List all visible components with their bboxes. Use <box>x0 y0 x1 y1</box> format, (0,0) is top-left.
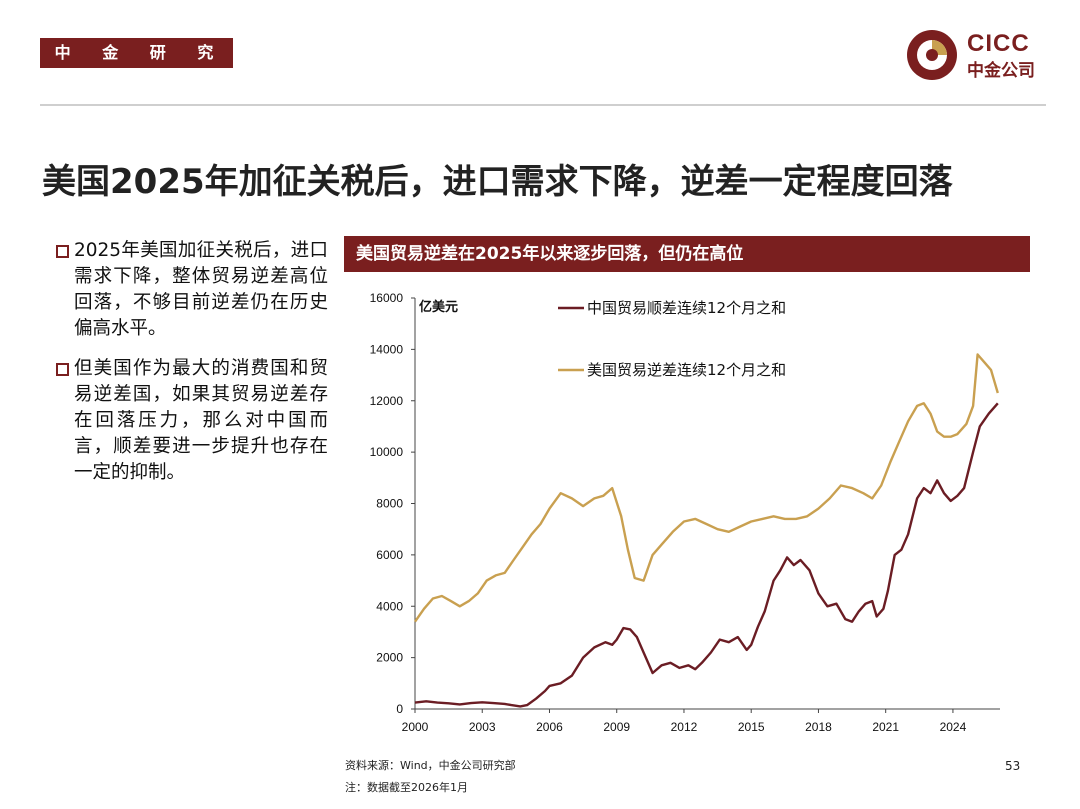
y-axis-unit-label: 亿美元 <box>419 299 458 315</box>
x-tick-label: 2000 <box>402 720 429 734</box>
logo-chinese-text: 中金公司 <box>967 61 1035 81</box>
header-divider <box>40 104 1046 106</box>
us-trade-deficit-line <box>414 353 999 623</box>
bullet-text: 但美国作为最大的消费国和贸易逆差国，如果其贸易逆差存在回落压力，那么对中国而言，… <box>74 358 328 483</box>
y-tick-label: 12000 <box>370 394 404 408</box>
logo-english-text: CICC <box>967 30 1030 57</box>
source-note: 资料来源：Wind，中金公司研究部 <box>345 759 516 772</box>
x-tick-label: 2015 <box>738 720 765 734</box>
cicc-logo: CICC 中金公司 <box>905 28 1055 82</box>
y-tick-label: 4000 <box>376 599 403 613</box>
y-tick-label: 6000 <box>376 548 403 562</box>
bullet-text: 2025年美国加征关税后，进口需求下降，整体贸易逆差高位回落，不够目前逆差仍在历… <box>74 240 328 339</box>
bullet-item: 2025年美国加征关税后，进口需求下降，整体贸易逆差高位回落，不够目前逆差仍在历… <box>56 238 328 342</box>
square-bullet-icon <box>56 363 69 376</box>
y-tick-label: 10000 <box>370 445 404 459</box>
data-note: 注：数据截至2026年1月 <box>345 781 468 794</box>
chart-title-bar: 美国贸易逆差在2025年以来逐步回落，但仍在高位 <box>344 236 1030 272</box>
y-tick-label: 0 <box>396 702 403 716</box>
department-tag: 中 金 研 究 部 <box>40 38 233 92</box>
x-tick-label: 2003 <box>469 720 496 734</box>
x-tick-label: 2024 <box>940 720 967 734</box>
page-number: 53 <box>1005 759 1021 773</box>
bullet-list: 2025年美国加征关税后，进口需求下降，整体贸易逆差高位回落，不够目前逆差仍在历… <box>56 238 328 500</box>
legend-label: 中国贸易顺差连续12个月之和 <box>587 299 786 317</box>
legend-label: 美国贸易逆差连续12个月之和 <box>587 361 786 379</box>
y-tick-label: 2000 <box>376 651 403 665</box>
x-tick-label: 2009 <box>603 720 630 734</box>
y-tick-label: 14000 <box>370 342 404 356</box>
cicc-logo-icon <box>907 30 957 80</box>
x-tick-label: 2012 <box>671 720 698 734</box>
y-tick-label: 16000 <box>370 291 404 305</box>
y-tick-label: 8000 <box>376 497 403 511</box>
x-tick-label: 2006 <box>536 720 563 734</box>
bullet-item: 但美国作为最大的消费国和贸易逆差国，如果其贸易逆差存在回落压力，那么对中国而言，… <box>56 356 328 486</box>
x-tick-label: 2018 <box>805 720 832 734</box>
x-tick-label: 2021 <box>872 720 899 734</box>
china-trade-surplus-line <box>414 402 999 708</box>
page-title: 美国2025年加征关税后，进口需求下降，逆差一定程度回落 <box>42 162 953 202</box>
square-bullet-icon <box>56 245 69 258</box>
trade-balance-line-chart: 0 2000 4000 6000 8000 10000 12000 14000 16000 200… <box>370 291 1000 734</box>
